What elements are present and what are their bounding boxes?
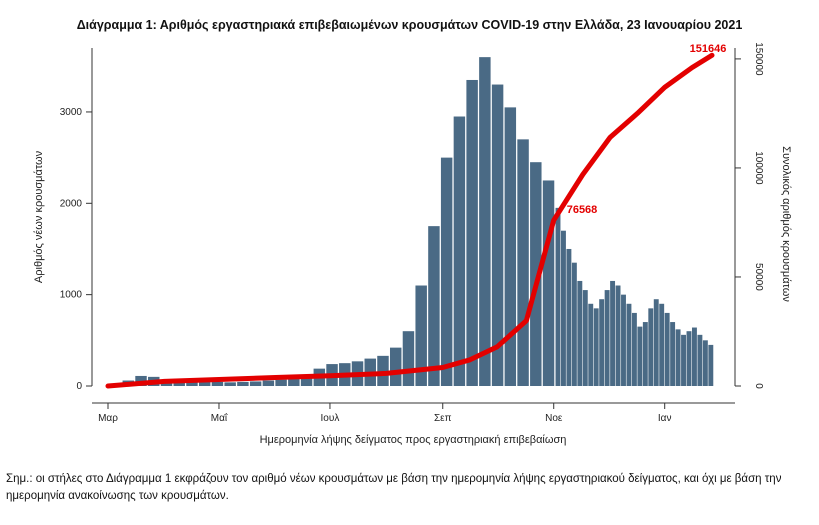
bar <box>577 280 583 386</box>
bar <box>708 344 714 386</box>
bar <box>402 331 415 386</box>
bar <box>604 290 610 386</box>
bar <box>621 294 626 386</box>
bar <box>198 381 211 386</box>
bar <box>504 107 517 386</box>
bar <box>631 312 637 386</box>
bar <box>186 380 198 386</box>
bar <box>224 382 236 386</box>
chart-title: Διάγραμμα 1: Αριθμός εργαστηριακά επιβεβ… <box>76 18 743 32</box>
bars-group <box>109 57 714 387</box>
bar <box>517 139 529 386</box>
bar <box>686 331 692 386</box>
right-y-ticks: 0 50000 100000 150000 <box>735 42 764 389</box>
y-axis-label: Αριθμός νέων κρουσμάτων <box>33 150 45 283</box>
bar <box>670 322 676 386</box>
x-tick-label: Μαΐ <box>211 412 228 424</box>
bar <box>648 308 654 386</box>
bar <box>288 377 300 386</box>
cumulative-cases-line <box>105 52 715 389</box>
x-tick-label: Ιαν <box>658 413 672 424</box>
bar <box>675 329 681 386</box>
y-tick-label: 3000 <box>60 107 83 118</box>
y-tick-label: 0 <box>76 381 82 392</box>
bar <box>653 299 659 386</box>
midpoint-cases-label: 76568 <box>567 204 598 216</box>
total-cases-label: 151646 <box>690 43 727 55</box>
covid-cases-chart: 0 1000 2000 3000 0 50000 100000 150000 Μαρ Μαΐ Ι… <box>33 42 792 446</box>
y2-axis-label: Συνολικός αριθμός κρουσμάτων <box>780 146 792 302</box>
bar <box>697 334 703 386</box>
bar <box>702 340 708 386</box>
bar <box>415 285 427 386</box>
bar <box>571 262 577 386</box>
bar <box>530 162 542 386</box>
bar <box>275 379 287 386</box>
x-axis-label: Ημερομηνία λήψης δείγματος προς εργαστηρ… <box>260 434 567 446</box>
bar <box>453 116 466 386</box>
bar <box>211 381 224 386</box>
bar <box>428 226 440 386</box>
y2-tick-label: 50000 <box>753 263 764 291</box>
x-ticks: Μαρ Μαΐ Ιουλ Σεπ Νοε Ιαν <box>98 403 671 424</box>
bar <box>615 285 621 386</box>
bar <box>555 207 561 386</box>
bar <box>681 334 686 386</box>
footnote: Σημ.: οι στήλες στο Διάγραμμα 1 εκφράζου… <box>6 473 782 502</box>
bar <box>389 347 402 386</box>
bar <box>566 248 572 386</box>
bar <box>664 312 670 386</box>
bar <box>440 157 453 386</box>
bar <box>593 308 599 386</box>
bar <box>300 375 313 386</box>
bar <box>479 57 491 387</box>
bar <box>599 299 605 386</box>
bar <box>582 290 588 386</box>
bar <box>542 180 555 386</box>
bar <box>249 381 262 386</box>
y2-tick-label: 100000 <box>753 151 764 185</box>
x-tick-label: Μαρ <box>98 413 118 424</box>
bar <box>642 322 648 386</box>
bar <box>610 280 616 386</box>
x-tick-label: Σεπ <box>434 413 452 424</box>
bar <box>377 355 389 386</box>
y-tick-label: 2000 <box>60 198 83 209</box>
bar <box>561 230 566 386</box>
x-tick-label: Νοε <box>545 413 563 424</box>
y-tick-label: 1000 <box>60 290 83 301</box>
bar <box>491 84 504 387</box>
bar <box>691 327 697 386</box>
bar <box>588 303 594 386</box>
y2-tick-label: 150000 <box>753 42 764 76</box>
bar <box>626 303 632 386</box>
bar <box>237 381 249 386</box>
bar <box>466 79 478 387</box>
bar <box>637 326 643 386</box>
bar <box>262 380 275 386</box>
left-y-ticks: 0 1000 2000 3000 <box>60 107 92 392</box>
x-tick-label: Ιουλ <box>321 413 340 424</box>
y2-tick-label: 0 <box>753 383 764 389</box>
bar <box>659 303 665 386</box>
